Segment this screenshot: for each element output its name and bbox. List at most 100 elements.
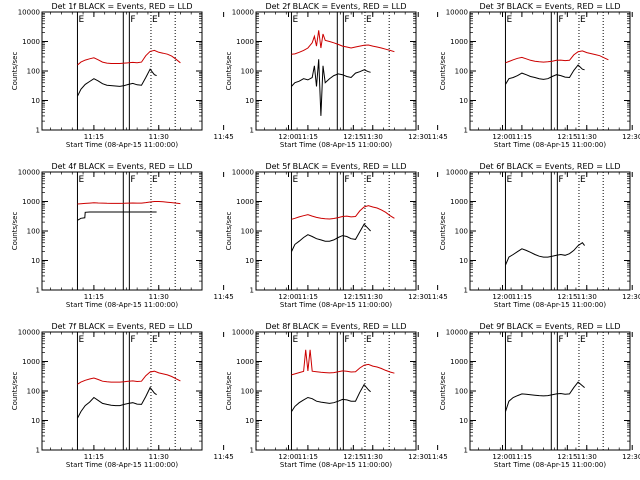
x-tick-label: 12:30: [622, 133, 640, 141]
x-tick-label: 11:15: [84, 133, 104, 141]
x-tick-label: 11:45: [428, 133, 448, 141]
y-tick-label: 100: [27, 228, 40, 236]
marker-label-left: E: [78, 335, 84, 345]
panel-2: Det 2f BLACK = Events, RED = LLD 1 10 100 10…: [225, 2, 640, 149]
x-tick-label: 11:30: [577, 293, 597, 301]
series-events-line: [291, 383, 371, 412]
y-axis-label: Counts/sec: [11, 52, 19, 91]
marker-label-dotted: E: [152, 15, 158, 25]
marker-label-dotted: E: [366, 335, 372, 345]
panel-6: Det 6f BLACK = Events, RED = LLD 1 10 100 10…: [439, 162, 631, 309]
panel-title: Det 2f BLACK = Events, RED = LLD: [265, 2, 406, 11]
y-axis-label: Counts/sec: [439, 52, 447, 91]
x-tick-label: 11:15: [298, 293, 318, 301]
x-axis-label: Start Time (08-Apr-15 11:00:00): [494, 141, 606, 149]
y-tick-label: 100: [241, 68, 254, 76]
x-axis-label: Start Time (08-Apr-15 11:00:00): [494, 301, 606, 309]
x-tick-label: 11:30: [577, 453, 597, 461]
y-tick-label: 1000: [450, 198, 468, 206]
y-tick-label: 10000: [232, 329, 254, 337]
y-tick-label: 10000: [18, 9, 40, 17]
x-tick-label: 11:30: [149, 293, 169, 301]
y-tick-label: 100: [241, 388, 254, 396]
x-tick-label: 11:30: [363, 133, 383, 141]
marker-label-left: E: [506, 15, 512, 25]
y-tick-label: 100: [455, 68, 468, 76]
x-axis-label: Start Time (08-Apr-15 11:00:00): [280, 141, 392, 149]
marker-label-left: E: [78, 15, 84, 25]
x-tick-label: 12:30: [408, 453, 428, 461]
series-events-line: [77, 386, 157, 419]
x-tick-label: 12:00: [492, 133, 512, 141]
x-axis-label: Start Time (08-Apr-15 11:00:00): [494, 461, 606, 469]
y-tick-label: 1: [36, 287, 40, 295]
series-events-line: [77, 68, 157, 97]
marker-label-right: F: [130, 175, 135, 185]
series-lld-line: [77, 201, 181, 205]
panel-1: Det 1f BLACK = Events, RED = LLD 1 10 100 10…: [11, 2, 428, 149]
x-tick-label: 12:15: [557, 133, 577, 141]
panel-4: Det 4f BLACK = Events, RED = LLD 1 10 100 10…: [11, 162, 428, 309]
y-tick-label: 10000: [446, 9, 468, 17]
x-tick-label: 12:00: [492, 453, 512, 461]
y-tick-label: 10: [245, 97, 254, 105]
x-tick-label: 12:00: [278, 293, 298, 301]
x-tick-label: 12:30: [408, 133, 428, 141]
marker-label-left: E: [506, 175, 512, 185]
marker-label-left: E: [292, 15, 298, 25]
y-axis-label: Counts/sec: [11, 372, 19, 411]
series-lld-line: [291, 30, 395, 55]
x-tick-label: 11:15: [298, 133, 318, 141]
y-tick-label: 1: [250, 127, 254, 135]
x-tick-label: 11:30: [149, 133, 169, 141]
y-axis-label: Counts/sec: [225, 52, 233, 91]
y-tick-label: 10: [245, 257, 254, 265]
panel-9: Det 9f BLACK = Events, RED = LLD 1 10 100 10…: [439, 322, 631, 469]
y-axis-label: Counts/sec: [11, 212, 19, 251]
y-tick-label: 100: [27, 388, 40, 396]
marker-label-right: F: [344, 15, 349, 25]
marker-label-left: E: [292, 335, 298, 345]
x-tick-label: 12:30: [408, 293, 428, 301]
x-tick-label: 11:45: [214, 133, 234, 141]
x-tick-label: 11:45: [428, 453, 448, 461]
marker-label-right: F: [344, 175, 349, 185]
y-tick-label: 10000: [18, 169, 40, 177]
plot-frame: [41, 331, 203, 451]
x-axis-label: Start Time (08-Apr-15 11:00:00): [280, 461, 392, 469]
panel-title: Det 9f BLACK = Events, RED = LLD: [479, 322, 620, 331]
series-lld-line: [505, 50, 609, 64]
x-tick-label: 11:45: [214, 453, 234, 461]
y-tick-label: 1000: [236, 38, 254, 46]
x-tick-label: 11:45: [428, 293, 448, 301]
series-lld-line: [291, 205, 395, 220]
x-tick-label: 11:45: [214, 293, 234, 301]
marker-label-dotted: E: [580, 335, 586, 345]
x-tick-label: 12:15: [343, 293, 363, 301]
panel-title: Det 5f BLACK = Events, RED = LLD: [265, 162, 406, 171]
y-tick-label: 10000: [232, 9, 254, 17]
panel-7: Det 7f BLACK = Events, RED = LLD 1 10 100 10…: [11, 322, 428, 469]
series-lld-line: [291, 349, 395, 376]
y-tick-label: 1000: [22, 358, 40, 366]
y-tick-label: 1: [250, 447, 254, 455]
marker-label-right: F: [344, 335, 349, 345]
y-tick-label: 1: [464, 287, 468, 295]
x-axis-label: Start Time (08-Apr-15 11:00:00): [280, 301, 392, 309]
x-tick-label: 11:15: [512, 133, 532, 141]
y-tick-label: 1000: [236, 358, 254, 366]
plot-frame: [41, 11, 203, 131]
x-tick-label: 11:30: [363, 293, 383, 301]
series-events-line: [291, 223, 371, 252]
y-axis-label: Counts/sec: [225, 372, 233, 411]
y-tick-label: 1: [464, 447, 468, 455]
x-axis-label: Start Time (08-Apr-15 11:00:00): [66, 461, 178, 469]
y-tick-label: 10: [459, 97, 468, 105]
y-tick-label: 1000: [236, 198, 254, 206]
y-tick-label: 10000: [446, 329, 468, 337]
x-tick-label: 11:30: [149, 453, 169, 461]
x-tick-label: 12:15: [343, 453, 363, 461]
series-events-line: [505, 242, 585, 266]
panel-title: Det 8f BLACK = Events, RED = LLD: [265, 322, 406, 331]
